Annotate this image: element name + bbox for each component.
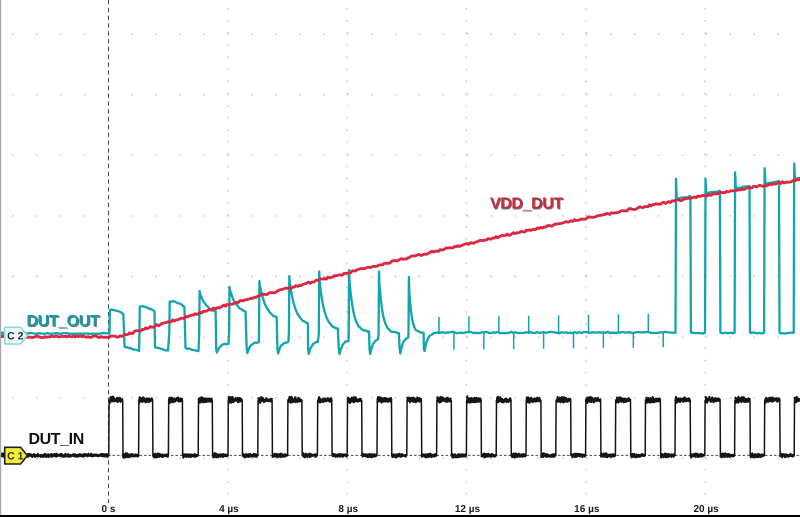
svg-text:20 µs: 20 µs [693,504,719,515]
svg-text:DUT_OUT: DUT_OUT [27,314,100,331]
svg-text:8 µs: 8 µs [338,504,358,515]
svg-text:16 µs: 16 µs [574,504,600,515]
svg-text:4 µs: 4 µs [219,504,239,515]
svg-text:DUT_OUT: DUT_OUT [26,313,99,330]
svg-text:VDD_DUT: VDD_DUT [490,196,563,213]
svg-text:VDD_DUT: VDD_DUT [491,197,564,214]
svg-text:C 2: C 2 [7,330,24,342]
svg-text:0 s: 0 s [102,504,116,515]
svg-text:C 1: C 1 [7,450,24,462]
svg-text:DUT_IN: DUT_IN [28,431,83,448]
svg-text:12 µs: 12 µs [455,504,481,515]
